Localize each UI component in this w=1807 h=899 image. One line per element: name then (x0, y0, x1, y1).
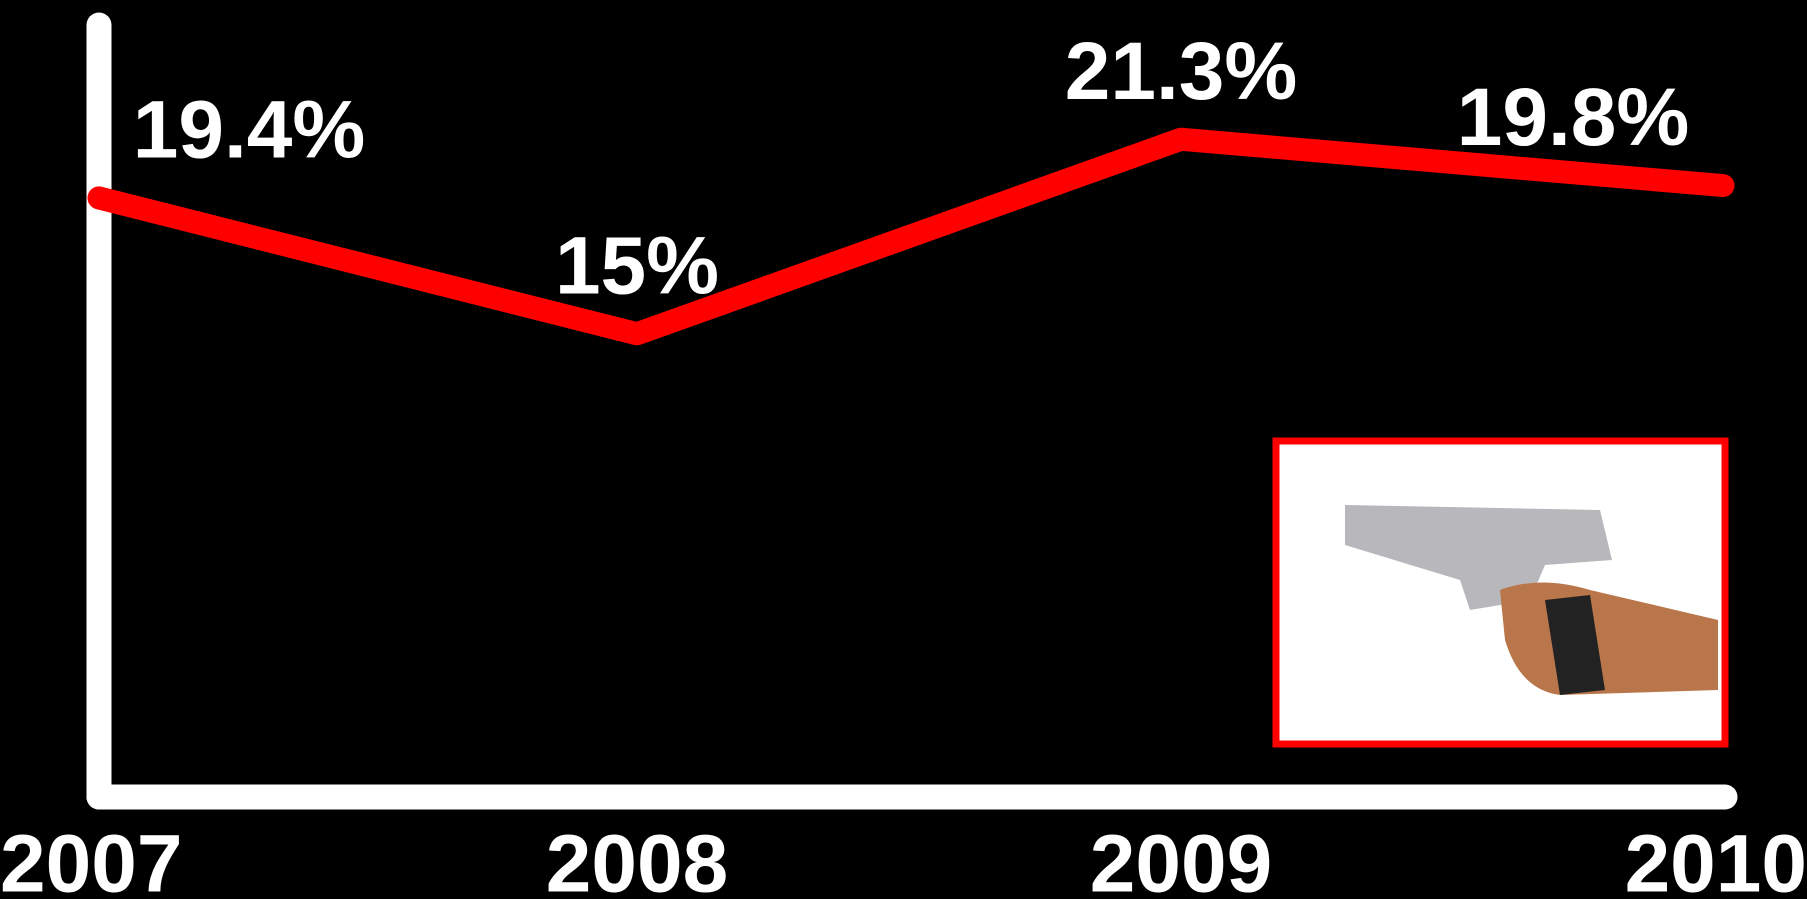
x-tick-label: 2007 (0, 819, 182, 899)
data-line (87, 127, 1735, 346)
x-tick-label: 2008 (546, 819, 728, 899)
value-label: 19.4% (133, 85, 366, 176)
x-tick-label: 2009 (1090, 819, 1272, 899)
pistol (1345, 505, 1612, 610)
x-tick-label: 2010 (1625, 819, 1807, 899)
grip (1545, 595, 1605, 695)
plot: 19.4% 15% 21.3% 19.8% 2007 2008 2009 2010 (0, 26, 1807, 899)
value-label: 19.8% (1457, 72, 1690, 163)
value-label: 15% (555, 220, 719, 311)
photo (1272, 437, 1729, 748)
value-label: 21.3% (1065, 26, 1298, 117)
